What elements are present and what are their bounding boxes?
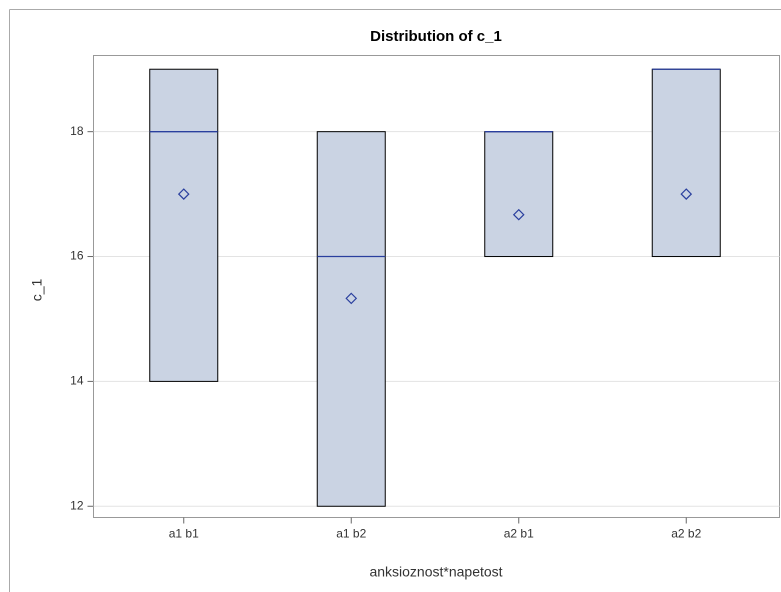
mean-marker: [680, 188, 693, 200]
y-axis-label: c_1: [29, 279, 45, 302]
y-tick-label: 14: [70, 374, 84, 388]
box: [316, 131, 386, 507]
box: [484, 131, 554, 258]
y-tick-label: 16: [70, 249, 84, 263]
chart-title: Distribution of c_1: [370, 28, 502, 45]
x-tick-label: a1 b1: [169, 527, 199, 541]
x-tick-label: a2 b1: [504, 527, 534, 541]
x-axis-label: anksioznost*napetost: [369, 564, 502, 580]
y-tick-label: 18: [70, 124, 84, 138]
x-tick-label: a1 b2: [336, 527, 366, 541]
plot-frame: [93, 55, 780, 518]
x-tick-label: a2 b2: [671, 527, 701, 541]
mean-marker: [512, 208, 525, 221]
y-tick-label: 12: [70, 498, 84, 512]
mean-marker: [345, 292, 358, 305]
mean-marker: [177, 188, 190, 200]
box: [651, 68, 721, 258]
box: [149, 68, 219, 382]
